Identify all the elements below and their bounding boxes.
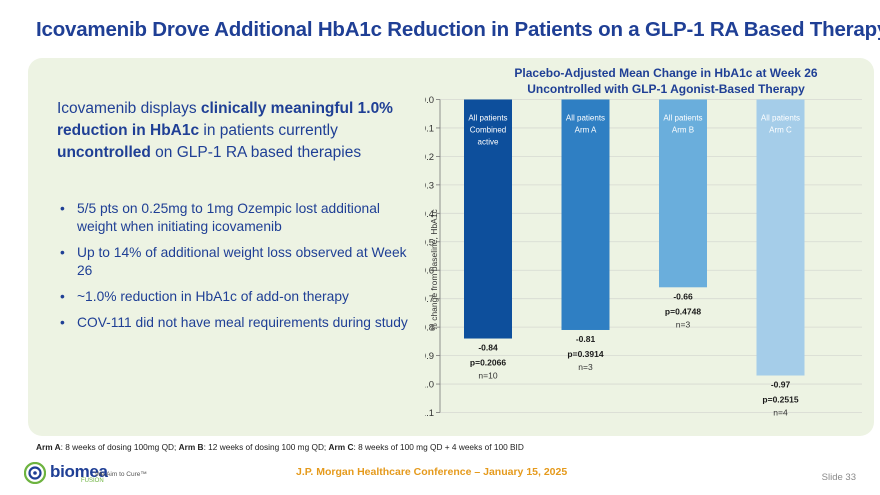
y-tick-label: -0.7	[425, 294, 434, 305]
logo-wordmark: biomea	[50, 462, 108, 481]
bar-category-label: Combined	[470, 126, 506, 135]
y-tick-label: -1.0	[425, 380, 434, 391]
bullet-item: 5/5 pts on 0.25mg to 1mg Ozempic lost ad…	[60, 200, 410, 236]
bar-n-label: n=10	[478, 371, 497, 381]
bar-n-label: n=3	[578, 362, 593, 372]
tagline: We Aim to Cure™	[95, 471, 147, 478]
bar-p-value: p=0.3914	[567, 349, 603, 359]
bar	[659, 99, 707, 288]
intro-emphasis: clinically meaningful 1.0% reduction in …	[57, 100, 393, 139]
bar	[756, 99, 805, 376]
bar	[464, 99, 512, 339]
intro-emphasis: uncontrolled	[57, 144, 151, 161]
page-title: Icovamenib Drove Additional HbA1c Reduct…	[36, 18, 880, 41]
intro-text: in patients currently	[199, 122, 338, 139]
y-tick-label: -0.1	[425, 123, 434, 134]
bar-category-label: All patients	[566, 114, 605, 123]
footnote-text: : 12 weeks of dosing 100 mg QD;	[203, 442, 329, 452]
chart-title-line: Uncontrolled with GLP-1 Agonist-Based Th…	[527, 82, 805, 96]
bar-value-label: -0.84	[478, 343, 498, 353]
y-tick-label: -0.8	[425, 323, 434, 334]
footnote-text: : 8 weeks of dosing 100mg QD;	[60, 442, 179, 452]
bar-category-label: All patients	[468, 114, 507, 123]
logo-mark-icon	[24, 462, 46, 484]
chart-title: Placebo-Adjusted Mean Change in HbA1c at…	[486, 65, 846, 97]
bar-category-label: Arm B	[672, 126, 694, 135]
biomea-logo: biomea FUSION	[24, 462, 184, 488]
slide-number: Slide 33	[821, 472, 856, 483]
bullet-list: 5/5 pts on 0.25mg to 1mg Ozempic lost ad…	[60, 200, 410, 340]
y-axis-label: % change from baseline, HbA1c	[429, 209, 439, 331]
y-tick-label: -1.1	[425, 408, 434, 419]
footnote: Arm A: 8 weeks of dosing 100mg QD; Arm B…	[36, 442, 524, 452]
bar-category-label: All patients	[663, 114, 702, 123]
bar-category-label: Arm A	[575, 126, 597, 135]
bar-value-label: -0.97	[771, 380, 791, 390]
bullet-item: Up to 14% of additional weight loss obse…	[60, 244, 410, 280]
bar-n-label: n=4	[773, 408, 788, 418]
bar-category-label: All patients	[761, 114, 800, 123]
bar-value-label: -0.66	[673, 291, 693, 301]
bullet-item: COV-111 did not have meal requirements d…	[60, 314, 410, 332]
footnote-emphasis: Arm A	[36, 442, 61, 452]
intro-text: on GLP-1 RA based therapies	[150, 144, 362, 161]
y-tick-label: 0.0	[425, 95, 434, 106]
bar-p-value: p=0.2066	[470, 358, 506, 368]
intro-text: Icovamenib displays clinically meaningfu…	[57, 98, 407, 164]
bar-p-value: p=0.2515	[762, 395, 798, 405]
bar-category-label: Arm C	[769, 126, 792, 135]
bullet-item: ~1.0% reduction in HbA1c of add-on thera…	[60, 288, 410, 306]
y-tick-label: -0.2	[425, 152, 434, 163]
logo-subtext: FUSION	[81, 478, 104, 484]
conference-label: J.P. Morgan Healthcare Conference – Janu…	[296, 466, 568, 478]
y-tick-label: -0.4	[425, 209, 434, 220]
y-tick-label: -0.6	[425, 266, 434, 277]
bar-n-label: n=3	[676, 319, 691, 329]
footnote-text: : 8 weeks of 100 mg QD + 4 weeks of 100 …	[353, 442, 524, 452]
chart-title-line: Placebo-Adjusted Mean Change in HbA1c at…	[514, 66, 818, 80]
footnote-emphasis: Arm C	[328, 442, 354, 452]
y-tick-label: -0.3	[425, 180, 434, 191]
bar-p-value: p=0.4748	[665, 306, 701, 316]
intro-text: Icovamenib displays	[57, 100, 201, 117]
y-tick-label: -0.5	[425, 237, 434, 248]
bar-value-label: -0.81	[576, 334, 596, 344]
y-tick-label: -0.9	[425, 351, 434, 362]
bar-category-label: active	[478, 138, 499, 147]
footnote-emphasis: Arm B	[178, 442, 204, 452]
bar	[561, 99, 610, 330]
hba1c-bar-chart: 0.0 -0.1 -0.2 -0.3 -0.4 -0.5 -0.6 -0.7 -0.8 -0.9 -…	[425, 95, 862, 419]
